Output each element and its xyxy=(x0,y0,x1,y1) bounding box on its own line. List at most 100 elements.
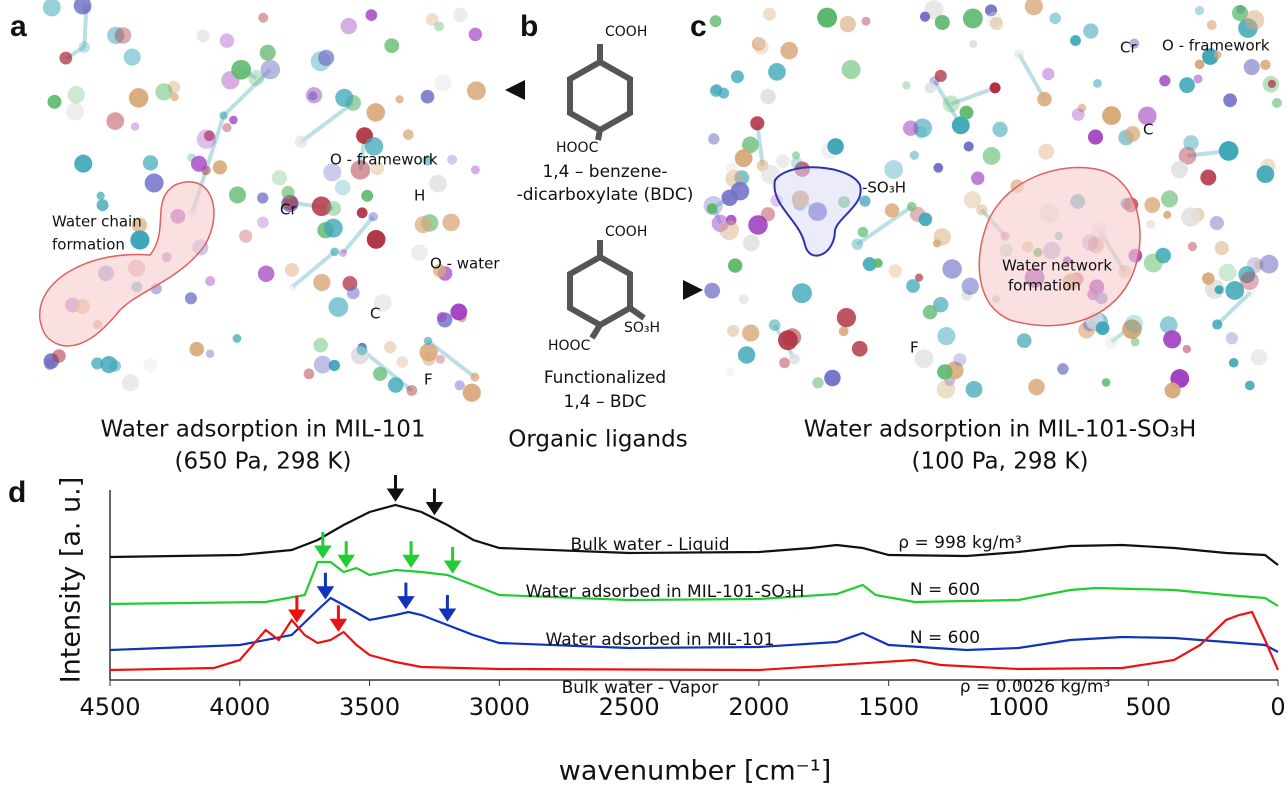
atom xyxy=(734,170,750,186)
atom xyxy=(356,207,368,219)
atom xyxy=(862,257,877,272)
atom xyxy=(730,70,744,84)
atom xyxy=(1049,12,1061,25)
bond xyxy=(950,85,996,106)
atom xyxy=(748,215,768,235)
bond xyxy=(341,215,375,255)
atom xyxy=(219,33,235,48)
atom xyxy=(1024,0,1043,16)
atom xyxy=(1124,126,1141,142)
atom xyxy=(1212,319,1223,330)
atom xyxy=(942,259,962,279)
atom xyxy=(902,120,919,136)
atom xyxy=(768,63,786,81)
atom xyxy=(229,115,238,125)
atom xyxy=(288,282,297,291)
annotation: C xyxy=(370,305,380,323)
atom xyxy=(384,341,397,354)
atom xyxy=(313,355,332,374)
atom xyxy=(719,220,740,241)
atom xyxy=(1228,357,1239,368)
atom xyxy=(155,83,173,101)
atom xyxy=(1187,241,1197,252)
spectrum-line xyxy=(109,596,1279,653)
atom xyxy=(122,374,140,392)
atom xyxy=(1013,48,1025,60)
atom xyxy=(42,0,61,17)
atom xyxy=(109,360,121,372)
atom xyxy=(861,16,871,26)
atom xyxy=(395,95,404,104)
atom xyxy=(406,384,418,396)
atom xyxy=(711,214,729,233)
atom xyxy=(969,39,978,49)
atom xyxy=(727,324,740,337)
atom xyxy=(107,26,125,44)
atom xyxy=(1042,67,1055,81)
atom xyxy=(1256,165,1275,184)
benzene-ring xyxy=(567,44,646,340)
caption: Water adsorption in MIL-101 xyxy=(101,417,426,443)
atom xyxy=(170,92,179,102)
atom xyxy=(937,364,953,380)
atom xyxy=(212,160,228,175)
atom xyxy=(323,218,343,238)
atom xyxy=(985,4,998,17)
atom xyxy=(271,170,288,186)
caption: (650 Pa, 298 K) xyxy=(174,449,351,475)
atom xyxy=(453,7,468,23)
atom xyxy=(1218,263,1237,282)
atom xyxy=(462,383,481,402)
atom xyxy=(1124,314,1144,334)
atom xyxy=(74,154,93,173)
atom xyxy=(466,81,486,101)
panel-label: a xyxy=(10,10,27,43)
atom xyxy=(1122,319,1142,339)
atom xyxy=(1260,59,1271,71)
atom xyxy=(334,179,351,196)
atom xyxy=(468,27,483,42)
atom xyxy=(708,133,720,145)
atom xyxy=(1213,50,1222,59)
annotation: Cr xyxy=(1120,39,1137,57)
atom xyxy=(721,189,738,206)
atom xyxy=(435,354,445,364)
atom xyxy=(709,15,722,28)
caption: Water adsorption in MIL-101-SO₃H xyxy=(804,417,1197,443)
atom xyxy=(1104,335,1119,349)
series-note: N = 600 xyxy=(910,628,980,648)
bond xyxy=(291,250,336,289)
atom xyxy=(728,258,743,273)
atom xyxy=(725,214,737,226)
atom xyxy=(346,286,360,300)
atom xyxy=(1271,97,1282,108)
atom xyxy=(130,122,140,131)
atom xyxy=(914,349,934,369)
atom xyxy=(338,248,347,258)
atom xyxy=(742,136,759,154)
atom xyxy=(1244,10,1265,30)
series-label: Bulk water - Vapor xyxy=(562,678,719,698)
atom xyxy=(232,334,242,343)
peak-arrow xyxy=(288,596,306,623)
atom xyxy=(922,304,938,320)
atom xyxy=(131,217,148,233)
atom xyxy=(1129,38,1140,49)
atom xyxy=(313,273,331,292)
atom xyxy=(239,229,253,243)
atom xyxy=(918,212,933,227)
peak-arrow xyxy=(425,488,444,516)
atom xyxy=(257,192,269,204)
atom xyxy=(326,201,342,216)
atom xyxy=(779,357,790,369)
atom xyxy=(1163,330,1182,349)
atom xyxy=(989,16,1004,31)
atom xyxy=(222,123,232,133)
atom xyxy=(47,94,62,109)
atom xyxy=(228,186,246,204)
x-axis-label: wavenumber [cm⁻¹] xyxy=(559,756,831,787)
atom xyxy=(66,102,85,121)
group-label: COOH xyxy=(605,224,647,240)
atom xyxy=(1037,91,1052,107)
